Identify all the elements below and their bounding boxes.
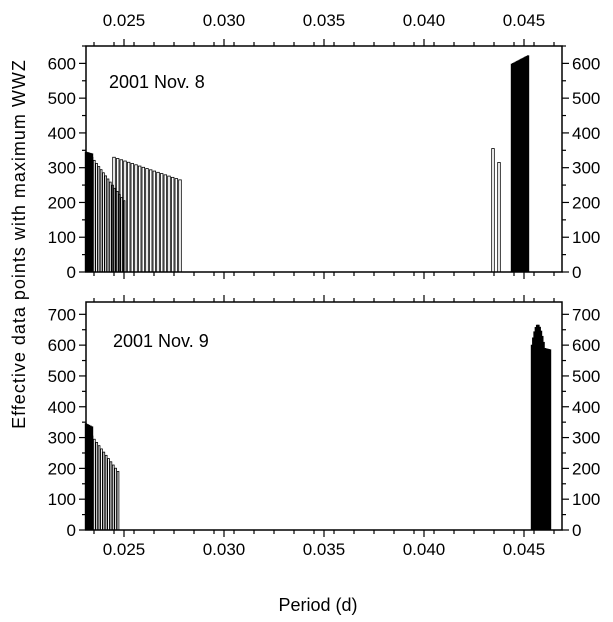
- panel-1-ytick-label-right: 500: [572, 89, 600, 108]
- panel-1-ytick-label-right: 400: [572, 124, 600, 143]
- panel-2-ytick-label-right: 500: [572, 367, 600, 386]
- panel-1-group-3-bar: [137, 165, 142, 273]
- panel-1-group-2-bar: [106, 178, 110, 273]
- panel-2-group-2-bar: [100, 448, 103, 531]
- panel-1-ytick-label-right: 200: [572, 193, 600, 212]
- panel-1-group-3-bar: [163, 174, 168, 273]
- panel-1-group-3-bar: [170, 176, 175, 273]
- panel-1-group-3-bar: [174, 178, 179, 273]
- panel-1-group-3-bar: [134, 164, 138, 273]
- panel-2-ytick-label-right: 100: [572, 490, 600, 509]
- panel-2-group-2-bar: [114, 467, 117, 531]
- panel-2-group-2-bar: [109, 461, 113, 531]
- panel-2-group-2-bar: [116, 471, 120, 531]
- panel-1-group-3-bar: [152, 170, 157, 273]
- panel-2-group-3-bar: [548, 349, 552, 531]
- panel-1-group-2-bar: [102, 172, 105, 273]
- xtick-label-top: 0.045: [503, 11, 546, 30]
- panel-1-group-3-bar: [119, 159, 124, 273]
- xtick-label-bottom: 0.025: [103, 540, 146, 559]
- panel-1-ytick-label-left: 100: [48, 228, 76, 247]
- panel-2-group-2-bar: [111, 464, 115, 531]
- y-axis-label: Effective data points with maximum WWZ: [9, 59, 29, 429]
- xtick-label-top: 0.035: [303, 11, 346, 30]
- panel-1-group-4-bar: [491, 148, 495, 273]
- panel-2-ytick-label-right: 400: [572, 398, 600, 417]
- panel-1-ytick-label-right: 0: [572, 263, 581, 282]
- panel-2-group-2-bar: [93, 438, 96, 531]
- panel-2-group-2-bar: [95, 442, 99, 531]
- panel-2-group-2-bar: [107, 458, 110, 531]
- panel-2-annotation: 2001 Nov. 9: [113, 331, 209, 351]
- panel-1-group-2-bar: [108, 181, 112, 273]
- xtick-label-bottom: 0.040: [403, 540, 446, 559]
- panel-1-ytick-label-left: 500: [48, 89, 76, 108]
- panel-1-group-3-bar: [178, 179, 182, 273]
- panel-1-group-3-bar: [126, 161, 131, 273]
- panel-1-group-3-bar: [141, 166, 146, 273]
- xtick-label-bottom: 0.045: [503, 540, 546, 559]
- panel-1-ytick-label-left: 0: [67, 263, 76, 282]
- panel-1-group-5-bar: [526, 55, 530, 273]
- panel-2-ytick-label-right: 300: [572, 429, 600, 448]
- xtick-label-top: 0.040: [403, 11, 446, 30]
- panel-1-group-2-bar: [97, 166, 101, 273]
- panel-2-ytick-label-left: 200: [48, 459, 76, 478]
- xtick-label-bottom: 0.030: [203, 540, 246, 559]
- panel-1-ytick-label-right: 300: [572, 159, 600, 178]
- panel-2-ytick-label-right: 600: [572, 336, 600, 355]
- x-axis-label: Period (d): [278, 595, 357, 615]
- panel-1-ytick-label-right: 600: [572, 54, 600, 73]
- panel-1-group-3-bar: [159, 173, 164, 273]
- panel-2-ytick-label-left: 100: [48, 490, 76, 509]
- xtick-label-top: 0.025: [103, 11, 146, 30]
- panel-1-ytick-label-left: 200: [48, 193, 76, 212]
- panel-2-group-2-bar: [104, 454, 108, 531]
- panel-2-group-2-bar: [97, 445, 101, 531]
- panel-2-ytick-label-left: 500: [48, 367, 76, 386]
- panel-1-ytick-label-left: 400: [48, 124, 76, 143]
- panel-1-annotation: 2001 Nov. 8: [109, 72, 205, 92]
- panel-1-group-3-bar: [167, 175, 171, 273]
- panel-2-ytick-label-left: 0: [67, 521, 76, 540]
- panel-1-group-2-bar: [99, 169, 103, 273]
- panel-2-ytick-label-right: 700: [572, 305, 600, 324]
- panel-1-group-2-bar: [104, 175, 108, 273]
- panel-1-group-3-bar: [130, 163, 135, 273]
- xtick-label-top: 0.030: [203, 11, 246, 30]
- panel-2-ytick-label-left: 300: [48, 429, 76, 448]
- panel-1-group-4-bar: [497, 162, 501, 273]
- panel-1-ytick-label-left: 300: [48, 159, 76, 178]
- panel-1-group-2-bar: [92, 159, 96, 273]
- panel-2-group-2-bar: [102, 451, 106, 531]
- panel-1-group-3-bar: [145, 168, 149, 273]
- panel-1-group-3-bar: [148, 169, 153, 273]
- panel-2-ytick-label-right: 0: [572, 521, 581, 540]
- panel-1-group-3-bar: [156, 171, 160, 273]
- panel-1-ytick-label-left: 600: [48, 54, 76, 73]
- panel-2-ytick-label-left: 600: [48, 336, 76, 355]
- panel-2-ytick-label-right: 200: [572, 459, 600, 478]
- panel-1-group-2-bar: [95, 163, 98, 273]
- panel-2-ytick-label-left: 700: [48, 305, 76, 324]
- xtick-label-bottom: 0.035: [303, 540, 346, 559]
- panel-2-ytick-label-left: 400: [48, 398, 76, 417]
- panel-1-ytick-label-right: 100: [572, 228, 600, 247]
